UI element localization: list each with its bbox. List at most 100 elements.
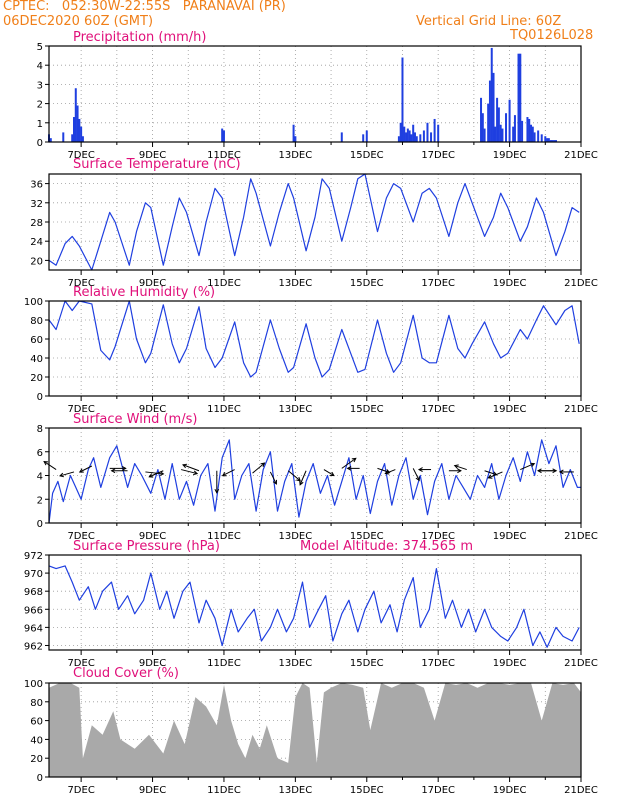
precip-bar xyxy=(508,99,511,142)
wind-arrow-head xyxy=(487,474,493,479)
precip-bar xyxy=(426,122,429,142)
precip-bar xyxy=(483,128,486,142)
panel-title: Surface Wind (m/s) xyxy=(73,412,197,427)
precip-bar xyxy=(430,132,433,142)
y-tick-label: 80 xyxy=(30,316,43,327)
wind-arrow-head xyxy=(121,466,127,471)
wind-arrow-head xyxy=(415,476,420,482)
precip-bar xyxy=(74,88,77,142)
x-tick-label: 15DEC xyxy=(350,278,384,289)
precip-bar xyxy=(399,122,402,142)
x-tick-label: 9DEC xyxy=(139,785,166,796)
wind-arrow-shaft xyxy=(182,464,200,472)
y-tick-label: 970 xyxy=(24,569,43,580)
wind-arrow-head xyxy=(78,468,84,473)
x-tick-label: 15DEC xyxy=(350,785,384,796)
precip-bar xyxy=(537,130,540,142)
wind-arrow-shaft xyxy=(385,469,396,475)
y-tick-label: 20 xyxy=(30,754,43,765)
precip-bar xyxy=(505,113,508,142)
y-tick-label: 964 xyxy=(24,623,43,634)
precip-bar xyxy=(481,113,484,142)
series-line xyxy=(48,173,580,271)
x-tick-label: 19DEC xyxy=(493,404,527,415)
y-tick-label: 0 xyxy=(37,138,43,149)
wind-arrow-head xyxy=(329,471,335,477)
y-tick-label: 1 xyxy=(37,119,43,130)
precip-bar xyxy=(499,124,502,142)
y-tick-label: 60 xyxy=(30,717,43,728)
series-line xyxy=(48,439,581,524)
x-tick-label: 17DEC xyxy=(421,278,455,289)
wind-arrow-head xyxy=(346,466,352,471)
x-tick-label: 11DEC xyxy=(207,150,241,161)
plot-frame xyxy=(48,682,582,778)
wind-arrow-head xyxy=(260,462,266,467)
x-tick-label: 13DEC xyxy=(278,278,312,289)
wind-arrow-shaft xyxy=(145,471,164,475)
x-tick-label: 9DEC xyxy=(139,150,166,161)
wind-arrow-shaft xyxy=(252,462,265,474)
x-tick-label: 13DEC xyxy=(278,785,312,796)
precip-bar xyxy=(530,124,533,142)
precip-bar xyxy=(49,138,52,142)
wind-arrow-head xyxy=(530,462,536,468)
x-tick-label: 7DEC xyxy=(67,785,94,796)
y-tick-label: 2 xyxy=(37,495,43,506)
wind-arrow-shaft xyxy=(269,471,277,485)
precip-bar xyxy=(72,117,75,142)
x-tick-label: 11DEC xyxy=(207,404,241,415)
panel-title: Relative Humidity (%) xyxy=(73,285,215,300)
precip-bar xyxy=(222,130,225,142)
y-tick-label: 972 xyxy=(24,551,43,562)
wind-arrow-head xyxy=(457,468,462,474)
y-tick-label: 20 xyxy=(30,256,43,267)
wind-arrow-head xyxy=(417,467,423,472)
precip-bar xyxy=(397,136,400,142)
precip-bar xyxy=(521,120,524,142)
x-tick-label: 7DEC xyxy=(67,531,94,542)
wind-arrow-head xyxy=(159,471,165,476)
wind-arrow-shaft xyxy=(484,470,497,476)
y-tick-label: 36 xyxy=(30,180,43,191)
wind-arrow-shaft xyxy=(149,470,164,478)
wind-arrow-head xyxy=(182,463,187,469)
wind-arrow-head xyxy=(453,464,459,469)
precip-bar xyxy=(528,118,531,142)
y-tick-label: 6 xyxy=(37,448,43,459)
wind-arrow-shaft xyxy=(488,471,503,479)
precip-bar xyxy=(422,130,425,142)
precip-bar xyxy=(487,103,490,142)
precip-bar xyxy=(62,132,65,142)
wind-arrow-shaft xyxy=(79,465,93,473)
x-tick-label: 15DEC xyxy=(350,404,384,415)
precip-bar xyxy=(221,128,224,142)
y-tick-label: 962 xyxy=(24,641,43,652)
x-tick-label: 17DEC xyxy=(421,785,455,796)
x-tick-label: 11DEC xyxy=(207,278,241,289)
x-tick-label: 9DEC xyxy=(139,658,166,669)
cloud-panel: 0 20 40 60 80 100 7DEC 9DEC 11DEC 13DEC 15DEC 17DEC… xyxy=(24,666,598,796)
wind-arrows xyxy=(43,457,574,494)
precip-bar xyxy=(526,117,529,142)
y-tick-label: 966 xyxy=(24,605,43,616)
precip-bar xyxy=(519,53,522,142)
x-tick-label: 13DEC xyxy=(278,404,312,415)
cloud-area xyxy=(49,683,581,777)
wind-arrow-head xyxy=(272,479,277,485)
humidity-panel: 0 20 40 60 80 100 7DEC 9DEC 11DEC 13DEC 15DEC 17DEC… xyxy=(24,285,598,415)
precip-bar xyxy=(81,136,84,142)
wind-arrow-head xyxy=(110,468,116,474)
precip-bar xyxy=(555,140,558,142)
precip-bar xyxy=(76,105,79,142)
y-tick-label: 5 xyxy=(37,42,43,53)
wind-arrow-head xyxy=(299,480,304,486)
x-tick-label: 17DEC xyxy=(421,150,455,161)
y-tick-label: 4 xyxy=(37,61,43,72)
wind-arrow-head xyxy=(351,457,357,463)
precip-bar xyxy=(408,130,411,142)
precip-bar xyxy=(501,128,504,142)
precip-bar xyxy=(547,138,550,142)
precip-bar xyxy=(551,140,554,142)
precipitation-panel: 0 1 2 3 4 5 7DEC 9DEC 11DEC 13DEC 15DEC 17DEC 19DEC 2… xyxy=(37,30,598,161)
